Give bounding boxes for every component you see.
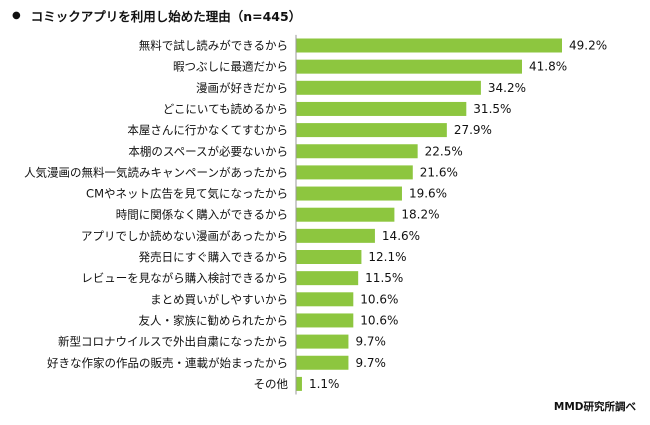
value-label: 11.5% (365, 271, 403, 285)
value-label: 10.6% (360, 313, 398, 327)
category-label: 暇つぶしに最適だから (173, 60, 288, 74)
bar (296, 101, 467, 116)
category-labels: 無料で試し読みができるから暇つぶしに最適だから漫画が好きだからどこにいても読める… (24, 39, 288, 391)
category-label: 友人・家族に勧められたから (139, 313, 289, 327)
bar (296, 165, 413, 180)
category-label: CMやネット広告を見て気になったから (86, 187, 288, 201)
category-label: 人気漫画の無料一気読みキャンペーンがあったから (24, 165, 288, 179)
bar (296, 228, 375, 243)
bar (296, 250, 362, 264)
value-label: 21.6% (420, 165, 458, 179)
bars (296, 38, 562, 391)
bar (296, 355, 349, 370)
bar (296, 271, 359, 286)
category-label: 時間に関係なく購入ができるから (116, 208, 288, 222)
category-label: レビューを見ながら購入検討できるから (81, 271, 288, 285)
bar (296, 334, 349, 349)
bar (296, 144, 418, 159)
bullet-icon: ● (12, 10, 21, 21)
category-label: 本棚のスペースが必要ないから (128, 144, 288, 158)
bar (296, 38, 562, 53)
value-label: 49.2% (569, 39, 607, 53)
value-label: 41.8% (529, 60, 567, 74)
category-label: どこにいても読めるから (163, 102, 288, 116)
category-label: 本屋さんに行かなくてすむから (127, 123, 288, 137)
category-label: 新型コロナウイルスで外出自粛になったから (58, 335, 288, 349)
value-label: 31.5% (473, 102, 511, 116)
value-labels: 49.2%41.8%34.2% 31.5% 27.9% 22.5% 21.6% 19.6%… (309, 39, 607, 391)
value-label: 19.6% (409, 187, 447, 201)
value-label: 9.7% (355, 356, 386, 370)
category-label: 好きな作家の作品の販売・連載が始まったから (47, 356, 288, 370)
bar (296, 376, 302, 391)
value-label: 1.1% (309, 377, 340, 391)
bar (296, 313, 354, 328)
category-label: 発売日にすぐ購入できるから (139, 250, 288, 264)
category-label: 無料で試し読みができるから (139, 39, 288, 53)
value-label: 22.5% (425, 144, 463, 158)
value-label: 9.7% (355, 335, 386, 349)
source-note: MMD研究所調べ (553, 401, 636, 413)
category-label: アプリでしか読めない漫画があったから (81, 229, 288, 243)
value-label: 10.6% (360, 292, 398, 306)
bar (296, 207, 395, 222)
category-label: その他 (254, 377, 289, 391)
value-label: 27.9% (454, 123, 492, 137)
value-label: 18.2% (401, 208, 439, 222)
value-label: 14.6% (382, 229, 420, 243)
bar (296, 59, 522, 74)
value-label: 12.1% (368, 250, 406, 264)
chart-title-text: コミックアプリを利用し始めた理由（n=445） (30, 9, 302, 24)
bar (296, 80, 481, 95)
category-label: まとめ買いがしやすいから (150, 292, 288, 306)
bar (296, 123, 447, 138)
category-label: 漫画が好きだから (196, 81, 288, 95)
bar (296, 186, 402, 201)
value-label: 34.2% (488, 81, 526, 95)
bar (296, 292, 354, 307)
chart-title: ● コミックアプリを利用し始めた理由（n=445） (12, 6, 301, 25)
